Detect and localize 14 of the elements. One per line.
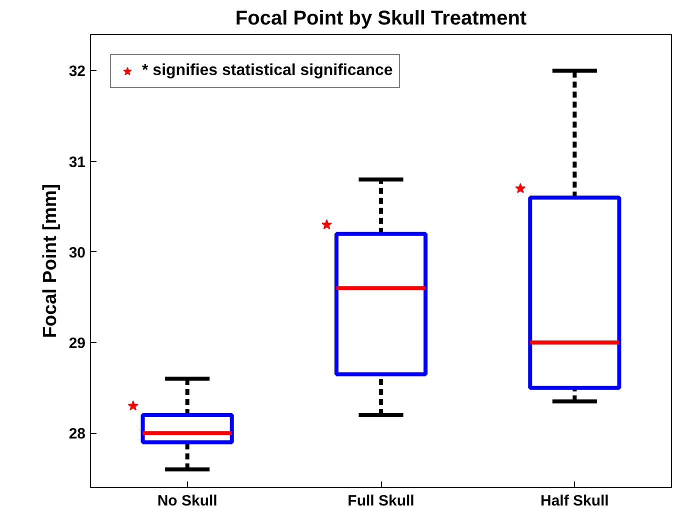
y-axis-title: Focal Point [mm] [40, 184, 61, 338]
y-tick-label: 30 [68, 244, 86, 262]
point [128, 400, 138, 411]
legend-label: * signifies statistical significance [142, 62, 393, 80]
point [322, 219, 332, 230]
y-tick-label: 31 [68, 154, 86, 171]
y-tick-label: 32 [68, 63, 86, 80]
x-tick-label: No Skull [157, 492, 218, 510]
y-tick-label: 28 [68, 426, 86, 443]
x-tick-label: Half Skull [540, 492, 609, 510]
x-tick-label: Full Skull [348, 492, 414, 510]
point [515, 183, 526, 194]
chart-title: Focal Point by Skull Treatment [235, 8, 527, 30]
y-tick-label: 29 [68, 335, 86, 352]
